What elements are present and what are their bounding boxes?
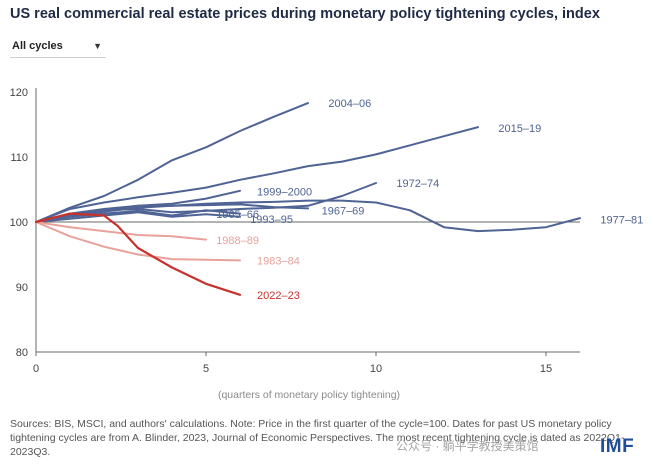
series-label-1999-2000: 1999–2000 bbox=[257, 186, 312, 198]
series-label-2015-19: 2015–19 bbox=[498, 123, 541, 135]
series-label-1993-95: 1993–95 bbox=[250, 214, 293, 226]
imf-logo: IMF bbox=[600, 436, 635, 457]
series-label-1972-74: 1972–74 bbox=[396, 178, 439, 190]
cycle-filter-label: All cycles bbox=[12, 40, 63, 52]
watermark-text: 公众号 · 躺平学教授美策馆 bbox=[396, 439, 539, 453]
series-label-1977-81: 1977–81 bbox=[600, 214, 643, 226]
series-line-2015-19 bbox=[35, 126, 479, 223]
series-line-2004-06 bbox=[35, 102, 309, 223]
series-line-2022-23 bbox=[34, 212, 242, 296]
x-axis-title: (quarters of monetary policy tightening) bbox=[218, 389, 400, 401]
x-tick-label: 5 bbox=[203, 363, 209, 375]
y-tick-label: 110 bbox=[10, 152, 28, 164]
series-line-1965-66 bbox=[35, 209, 241, 223]
y-tick-label: 90 bbox=[16, 282, 28, 294]
series-label-1983-84: 1983–84 bbox=[257, 255, 300, 267]
series-line-1983-84 bbox=[35, 221, 241, 262]
chevron-down-icon: ▼ bbox=[93, 41, 102, 51]
series-label-2004-06: 2004–06 bbox=[328, 98, 371, 110]
series-label-1967-69: 1967–69 bbox=[322, 205, 365, 217]
y-tick-label: 120 bbox=[10, 87, 28, 99]
y-tick-label: 100 bbox=[10, 217, 28, 229]
source-footnote: Sources: BIS, MSCI, and authors' calcula… bbox=[10, 418, 625, 458]
x-tick-label: 0 bbox=[33, 363, 39, 375]
series-label-1965-66: 1965–66 bbox=[216, 209, 259, 221]
chart-title: US real commercial real estate prices du… bbox=[10, 6, 600, 22]
y-tick-label: 80 bbox=[16, 347, 28, 359]
series-label-2022-23: 2022–23 bbox=[257, 290, 300, 302]
series-label-1988-89: 1988–89 bbox=[216, 235, 259, 247]
y-axis: 80 90 100 110 120 bbox=[10, 87, 37, 359]
series-label-layer: 2004–06 2015–19 1972–74 1999–2000 1965–66199… bbox=[216, 98, 643, 302]
series-layer bbox=[34, 102, 581, 296]
x-tick-label: 10 bbox=[370, 363, 382, 375]
cycle-filter-dropdown[interactable]: All cycles ▼ bbox=[10, 38, 106, 58]
series-line-1988-89 bbox=[35, 221, 207, 241]
x-axis: 0 5 10 15 bbox=[33, 221, 580, 375]
line-chart: 80 90 100 110 120 0 5 10 15 2004–06 2015–19 1972–… bbox=[10, 87, 644, 401]
series-line-1993-95 bbox=[35, 211, 241, 223]
x-tick-label: 15 bbox=[540, 363, 552, 375]
